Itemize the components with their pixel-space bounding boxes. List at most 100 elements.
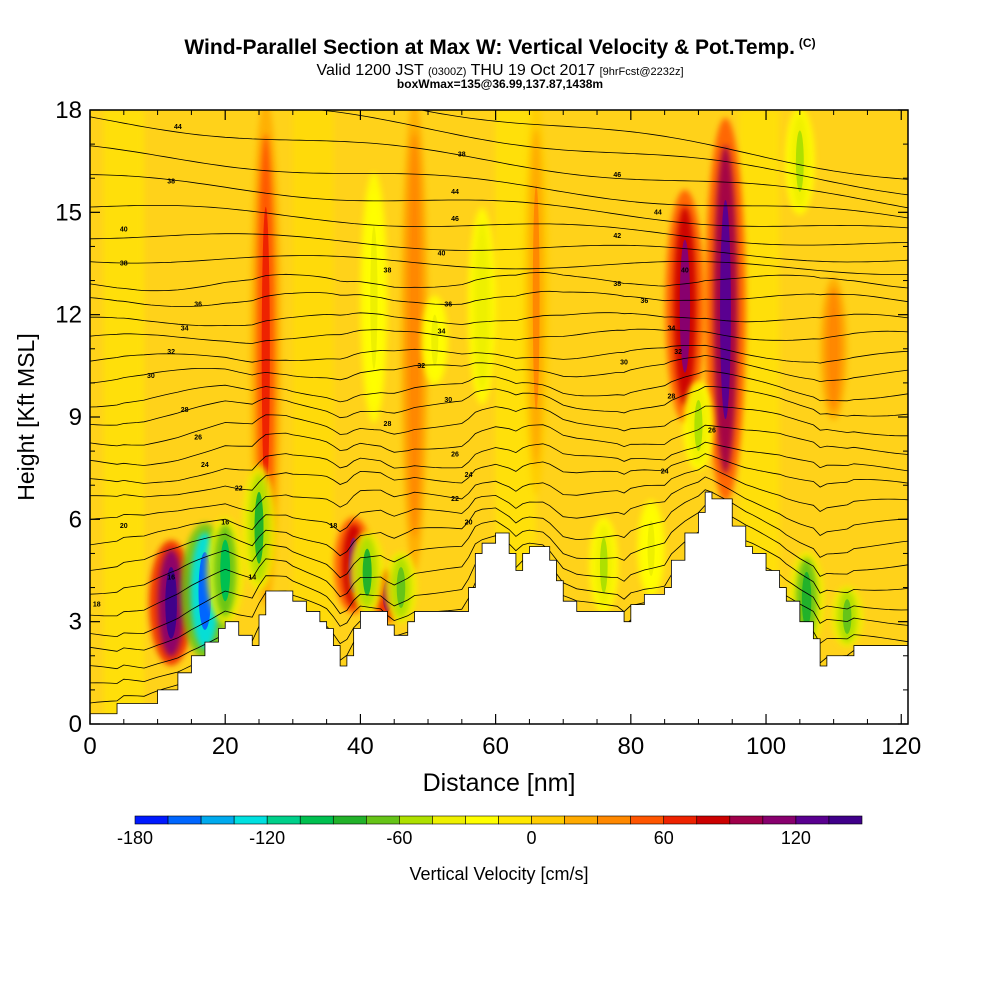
colorbar: -180 -120 -60 0 60 120: [117, 815, 863, 848]
colorbar-swatch: [828, 815, 863, 825]
contour-label: 22: [235, 486, 243, 493]
updraft-core: [165, 567, 177, 639]
x-tick-label: 20: [212, 733, 239, 760]
contour-label: 38: [120, 261, 128, 268]
chart-box-info: boxWmax=135@36.99,137.87,1438m: [396, 77, 604, 91]
contour-label: 46: [613, 172, 621, 179]
y-axis-label: Height [Kft MSL]: [13, 333, 39, 500]
updraft-core: [830, 307, 838, 390]
contour-label: 38: [167, 179, 175, 186]
updraft-core: [532, 185, 540, 411]
downdraft-core: [694, 399, 703, 452]
contour-label: 20: [120, 523, 128, 530]
contour-label: 42: [613, 233, 621, 240]
colorbar-swatch: [399, 815, 433, 825]
downdraft-core: [795, 130, 804, 192]
weak-motion-band: [103, 110, 145, 724]
plot-area: 44 38 40 38 36 34 32 30 28 26 24 22 20 18 16 16 14 18 38 44…: [90, 110, 908, 724]
contour-label: 26: [194, 434, 202, 441]
contour-label: 38: [613, 281, 621, 288]
contour-label: 34: [181, 325, 189, 332]
downdraft-core: [431, 314, 439, 366]
chart-title: Wind-Parallel Section at Max W: Vertical…: [184, 36, 816, 59]
contour-label: 46: [451, 216, 459, 223]
y-tick-label: 12: [55, 302, 82, 329]
terrain-mask: [90, 491, 908, 724]
y-tick-label: 0: [69, 711, 82, 738]
isentrope-line: [90, 233, 908, 263]
isentrope-line: [90, 354, 908, 384]
colorbar-swatch: [564, 815, 598, 825]
y-tick-label: 6: [69, 506, 82, 533]
colorbar-swatch: [531, 815, 565, 825]
downdraft-core: [599, 537, 608, 594]
contour-label: 34: [667, 325, 675, 332]
colorbar-tick-label: 120: [781, 828, 811, 848]
downdraft-core: [647, 520, 655, 576]
colorbar-swatch: [167, 815, 202, 825]
isentrope-line: [90, 290, 908, 307]
isentrope-line: [316, 110, 908, 196]
colorbar-swatch: [498, 815, 532, 825]
contour-label: 18: [329, 523, 337, 530]
downdraft-core: [396, 567, 406, 609]
contour-label: 26: [451, 452, 459, 459]
colorbar-tick-label: 0: [527, 828, 537, 848]
contour-label: 28: [181, 407, 189, 414]
isentrope-line: [90, 205, 908, 246]
colorbar-swatch: [630, 815, 665, 825]
contour-label: 30: [620, 359, 628, 366]
x-tick-label: 120: [881, 733, 921, 760]
isentrope-line: [90, 489, 908, 571]
isentrope-line: [419, 110, 908, 180]
contour-label: 16: [221, 520, 229, 527]
x-tick-label: 100: [746, 733, 786, 760]
isentrope-line: [90, 385, 908, 426]
contour-label: 26: [708, 428, 716, 435]
colorbar-swatch: [200, 815, 235, 825]
contour-label: 36: [640, 298, 648, 305]
x-tick-label: 60: [482, 733, 509, 760]
colorbar-swatch: [233, 815, 268, 825]
colorbar-swatch: [696, 815, 731, 825]
downdraft-core: [362, 548, 372, 596]
isentrope-line: [90, 328, 908, 344]
contour-label: 40: [120, 226, 128, 233]
y-tick-label: 15: [55, 199, 82, 226]
contour-label: 16: [167, 574, 175, 581]
isentrope-line: [90, 504, 908, 595]
x-axis: 0 20 40 60 80 100 120: [83, 110, 921, 760]
updraft-core: [261, 206, 270, 498]
downdraft-core: [370, 225, 378, 370]
colorbar-swatch: [762, 815, 797, 825]
updraft-core: [679, 239, 691, 373]
isentrope-line: [90, 476, 908, 546]
isentrope-line: [90, 255, 908, 275]
x-tick-label: 0: [83, 733, 96, 760]
isentrope-line: [90, 453, 908, 498]
contour-label: 24: [201, 462, 209, 469]
contour-label: 14: [248, 574, 256, 581]
colorbar-swatch: [465, 815, 499, 825]
contour-label: 38: [458, 151, 466, 158]
contour-label: 44: [654, 209, 662, 216]
colorbar-label: Vertical Velocity [cm/s]: [409, 864, 588, 884]
downdraft-core: [478, 249, 486, 363]
colorbar-swatch: [266, 815, 301, 825]
x-tick-label: 80: [617, 733, 644, 760]
updraft-core: [720, 200, 731, 420]
isentrope-line: [90, 145, 908, 219]
isentrope-line: [90, 116, 908, 209]
contour-label: 22: [451, 496, 459, 503]
isentrope-line: [90, 312, 908, 327]
contour-label: 32: [417, 363, 425, 370]
updraft-core: [410, 200, 419, 471]
isentrope-line: [90, 424, 908, 466]
colorbar-tick-label: -60: [386, 828, 412, 848]
isentrope-line: [90, 405, 908, 447]
downdraft-core: [842, 599, 852, 634]
contour-label: 28: [384, 421, 392, 428]
contour-label: 28: [667, 394, 675, 401]
downdraft-core: [220, 539, 231, 602]
